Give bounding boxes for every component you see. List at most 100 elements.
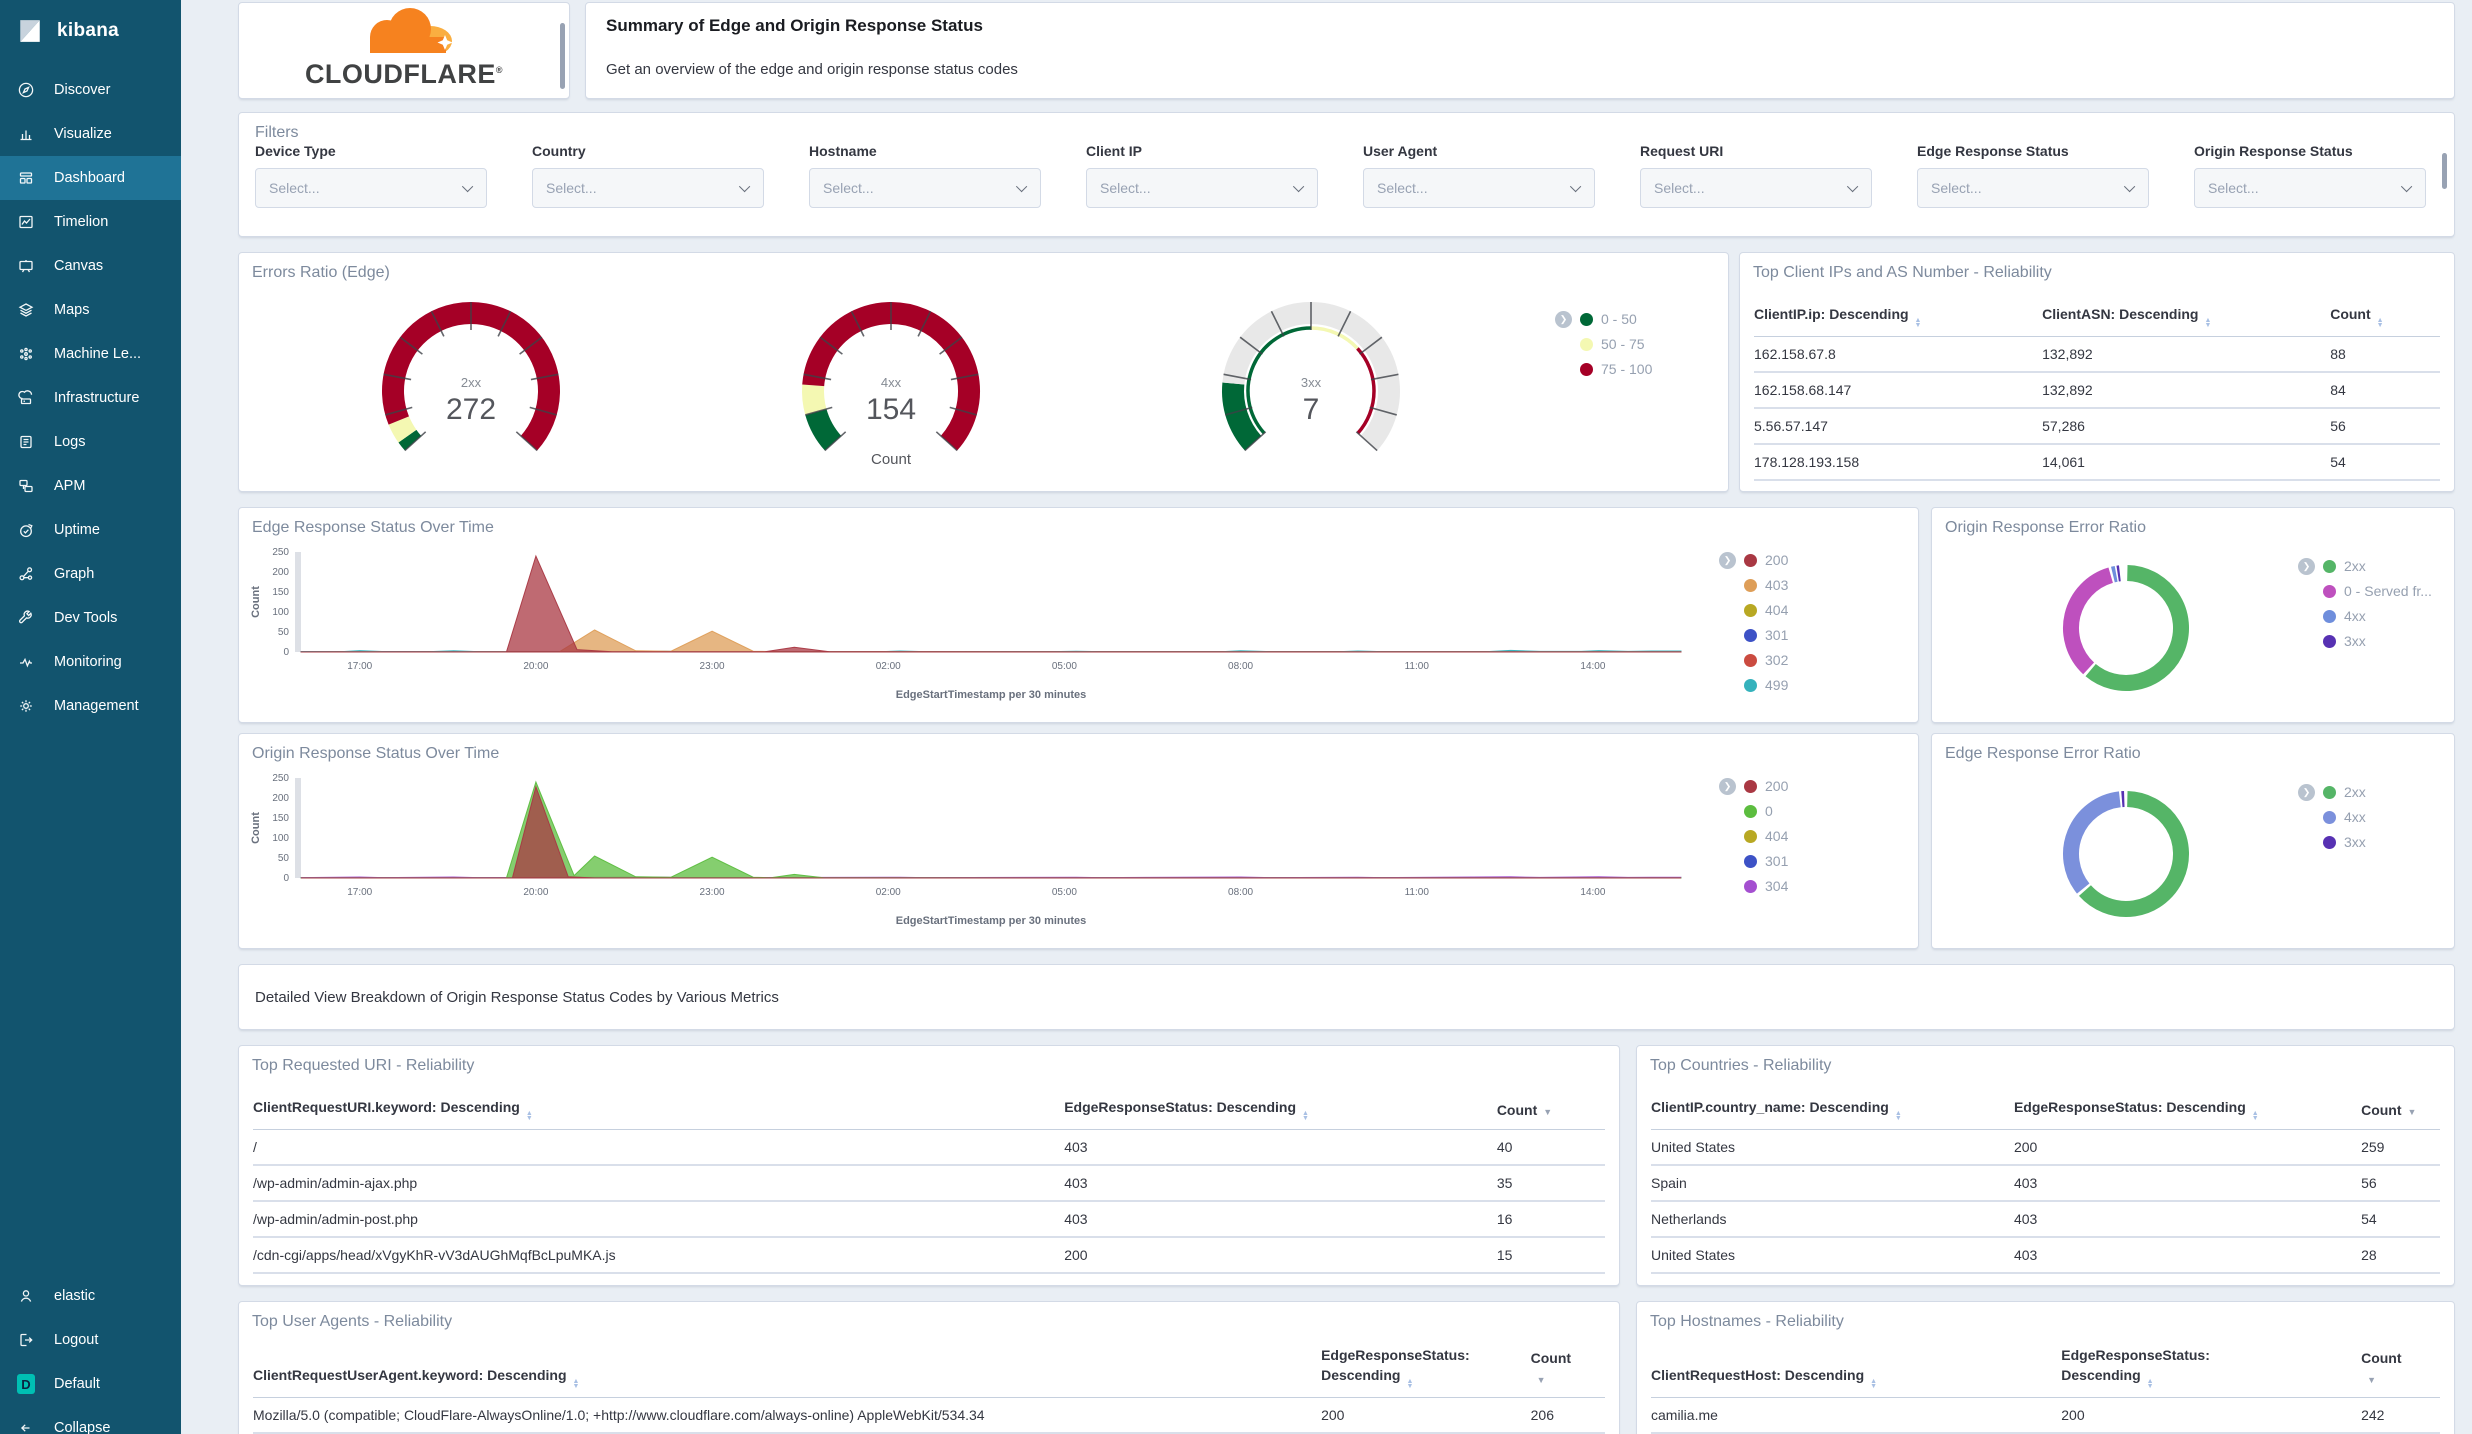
- legend-item-404[interactable]: 404: [1744, 828, 1788, 844]
- sidebar-item-canvas[interactable]: Canvas: [0, 244, 181, 288]
- legend-item-75 - 100[interactable]: 75 - 100: [1580, 361, 1652, 377]
- sidebar-item-machine-learning[interactable]: Machine Le...: [0, 332, 181, 376]
- column-header[interactable]: EdgeResponseStatus: Descending ▲ ▼: [2013, 1099, 2259, 1122]
- column-header[interactable]: Count ▼: [1530, 1350, 1572, 1385]
- kibana-logo-icon: [20, 20, 40, 42]
- filters-panel: Filters Device Type Select... Country Se…: [238, 112, 2455, 237]
- device-type-filter-select[interactable]: Select...: [255, 168, 487, 208]
- column-header[interactable]: Count ▼: [2361, 1350, 2402, 1385]
- legend-item-302[interactable]: 302: [1744, 652, 1788, 668]
- column-header[interactable]: ClientASN: Descending ▲ ▼: [2042, 306, 2212, 329]
- origin-response-over-time-panel: 0 50 100 150 200 250 17:00 20:00 23:00 02:00 05:00…: [238, 733, 1919, 949]
- column-header[interactable]: ClientIP.ip: Descending ▲ ▼: [1754, 306, 1922, 329]
- table-cell: 84: [2330, 382, 2346, 398]
- legend-item-0[interactable]: 0: [1744, 803, 1788, 819]
- sidebar-item-dashboard[interactable]: Dashboard: [0, 156, 181, 200]
- filter-label: Device Type: [255, 143, 336, 159]
- donut-slice-2xx[interactable]: [2078, 791, 2189, 917]
- legend-item-3xx[interactable]: 3xx: [2323, 633, 2432, 649]
- legend-expand-button[interactable]: ❯: [2298, 558, 2315, 575]
- sidebar-item-elastic-user[interactable]: elastic: [0, 1274, 181, 1318]
- sidebar-item-collapse[interactable]: Collapse: [0, 1406, 181, 1434]
- legend-item-2xx[interactable]: 2xx: [2323, 558, 2432, 574]
- user-agent-filter-select[interactable]: Select...: [1363, 168, 1595, 208]
- svg-text:2xx: 2xx: [461, 375, 482, 390]
- origin-response-status-filter-select[interactable]: Select...: [2194, 168, 2426, 208]
- sidebar-item-dev-tools[interactable]: Dev Tools: [0, 596, 181, 640]
- column-header[interactable]: EdgeResponseStatus: Descending ▲ ▼: [1321, 1347, 1470, 1390]
- table-cell: 259: [2361, 1139, 2385, 1155]
- sidebar-item-label: Visualize: [54, 126, 112, 142]
- sidebar-item-logs[interactable]: Logs: [0, 420, 181, 464]
- donut-slice-2xx[interactable]: [2085, 565, 2189, 691]
- panel-scrollbar[interactable]: [560, 23, 565, 89]
- legend-item-301[interactable]: 301: [1744, 853, 1788, 869]
- sidebar-item-default-space[interactable]: D Default: [0, 1362, 181, 1406]
- kibana-logo[interactable]: kibana: [0, 0, 181, 62]
- svg-text:3xx: 3xx: [1301, 375, 1322, 390]
- legend-item-0 - 50[interactable]: 0 - 50: [1580, 311, 1652, 327]
- legend-item-304[interactable]: 304: [1744, 878, 1788, 894]
- table-cell: 16: [1496, 1211, 1513, 1227]
- legend-expand-button[interactable]: ❯: [2298, 784, 2315, 801]
- edge-response-status-filter-select[interactable]: Select...: [1917, 168, 2149, 208]
- legend-item-4xx[interactable]: 4xx: [2323, 608, 2432, 624]
- hostname-filter-select[interactable]: Select...: [809, 168, 1041, 208]
- sidebar-item-visualize[interactable]: Visualize: [0, 112, 181, 156]
- legend-item-403[interactable]: 403: [1744, 577, 1788, 593]
- sidebar-item-apm[interactable]: APM: [0, 464, 181, 508]
- column-header[interactable]: ClientIP.country_name: Descending ▲ ▼: [1651, 1099, 1902, 1122]
- svg-text:50: 50: [278, 627, 290, 638]
- legend-item-301[interactable]: 301: [1744, 627, 1788, 643]
- column-header[interactable]: Count ▼: [2361, 1102, 2417, 1119]
- legend-item-404[interactable]: 404: [1744, 602, 1788, 618]
- sort-icon: ▲ ▼: [572, 1377, 580, 1390]
- table-cell: 403: [1064, 1211, 1088, 1227]
- sidebar-item-uptime[interactable]: Uptime: [0, 508, 181, 552]
- legend-item-2xx[interactable]: 2xx: [2323, 784, 2366, 800]
- sidebar-item-discover[interactable]: Discover: [0, 68, 181, 112]
- table-cell: 403: [2013, 1247, 2038, 1263]
- sidebar-item-label: Maps: [54, 302, 90, 318]
- column-header[interactable]: Count ▼: [1496, 1102, 1553, 1119]
- donut-slice-0 - Served fr...[interactable]: [2063, 567, 2114, 675]
- legend-item-50 - 75[interactable]: 50 - 75: [1580, 336, 1652, 352]
- country-filter-select[interactable]: Select...: [532, 168, 764, 208]
- table-cell: 28: [2361, 1247, 2377, 1263]
- donut-slice-4xx[interactable]: [2110, 566, 2118, 583]
- panel-scrollbar[interactable]: [2442, 153, 2447, 189]
- sidebar-item-management[interactable]: Management: [0, 684, 181, 728]
- request-uri-filter-select[interactable]: Select...: [1640, 168, 1872, 208]
- sidebar-item-infrastructure[interactable]: Infrastructure: [0, 376, 181, 420]
- legend-item-4xx[interactable]: 4xx: [2323, 809, 2366, 825]
- column-header[interactable]: ClientRequestURI.keyword: Descending ▲ ▼: [253, 1099, 533, 1122]
- sidebar-item-logout[interactable]: Logout: [0, 1318, 181, 1362]
- legend-item-3xx[interactable]: 3xx: [2323, 834, 2366, 850]
- table-cell: 15: [1496, 1247, 1513, 1263]
- column-header[interactable]: ClientRequestUserAgent.keyword: Descendi…: [253, 1366, 580, 1390]
- client-ip-filter-select[interactable]: Select...: [1086, 168, 1318, 208]
- donut-slice-4xx[interactable]: [2063, 791, 2122, 894]
- top-user-agents-panel: Top User Agents - Reliability ClientRequ…: [238, 1301, 1620, 1434]
- legend-label: 75 - 100: [1601, 361, 1653, 377]
- legend-expand-button[interactable]: ❯: [1719, 778, 1736, 795]
- legend-item-200[interactable]: 200: [1744, 778, 1788, 794]
- column-header[interactable]: EdgeResponseStatus: Descending ▲ ▼: [2061, 1347, 2210, 1390]
- svg-text:20:00: 20:00: [523, 887, 548, 898]
- select-placeholder: Select...: [546, 180, 597, 196]
- legend-item-0 - Served fr...[interactable]: 0 - Served fr...: [2323, 583, 2432, 599]
- sort-desc-icon: ▼: [2407, 1107, 2417, 1118]
- legend-item-499[interactable]: 499: [1744, 677, 1788, 693]
- sidebar-item-monitoring[interactable]: Monitoring: [0, 640, 181, 684]
- legend-expand-button[interactable]: ❯: [1555, 311, 1572, 328]
- sidebar-item-timelion[interactable]: Timelion: [0, 200, 181, 244]
- legend-expand-button[interactable]: ❯: [1719, 552, 1736, 569]
- column-header[interactable]: ClientRequestHost: Descending ▲ ▼: [1651, 1366, 1878, 1390]
- table-cell: 200: [2013, 1139, 2038, 1155]
- legend-item-200[interactable]: 200: [1744, 552, 1788, 568]
- sidebar-item-maps[interactable]: Maps: [0, 288, 181, 332]
- sidebar-item-graph[interactable]: Graph: [0, 552, 181, 596]
- column-header[interactable]: Count ▲ ▼: [2330, 306, 2384, 329]
- column-header[interactable]: EdgeResponseStatus: Descending ▲ ▼: [1064, 1099, 1309, 1122]
